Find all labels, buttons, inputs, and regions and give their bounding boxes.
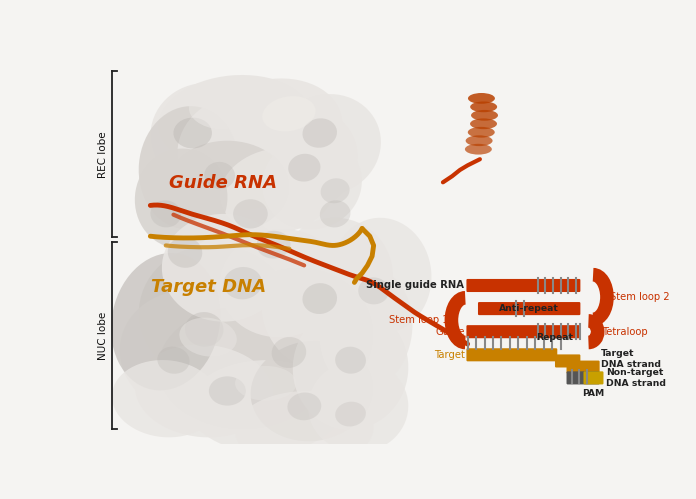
Ellipse shape <box>150 201 181 228</box>
Ellipse shape <box>358 277 389 304</box>
Text: Single guide RNA: Single guide RNA <box>367 280 464 290</box>
Ellipse shape <box>111 253 221 390</box>
Ellipse shape <box>308 360 409 453</box>
Ellipse shape <box>257 231 290 258</box>
Ellipse shape <box>233 199 268 229</box>
Ellipse shape <box>180 317 237 357</box>
Ellipse shape <box>158 75 312 168</box>
Ellipse shape <box>220 148 335 234</box>
Ellipse shape <box>271 337 306 368</box>
Ellipse shape <box>470 118 497 129</box>
Ellipse shape <box>303 283 337 314</box>
Ellipse shape <box>135 149 228 249</box>
Ellipse shape <box>157 347 189 374</box>
Text: Non-target
DNA strand: Non-target DNA strand <box>606 368 666 388</box>
Ellipse shape <box>319 268 413 391</box>
FancyBboxPatch shape <box>466 279 580 292</box>
Ellipse shape <box>468 127 495 138</box>
Ellipse shape <box>468 93 495 104</box>
Ellipse shape <box>189 90 251 129</box>
FancyBboxPatch shape <box>567 361 600 374</box>
Ellipse shape <box>262 96 316 131</box>
Text: Target DNA: Target DNA <box>150 278 266 296</box>
FancyBboxPatch shape <box>466 325 580 338</box>
Ellipse shape <box>331 218 432 333</box>
Ellipse shape <box>471 110 498 121</box>
Ellipse shape <box>274 94 381 195</box>
Ellipse shape <box>173 118 212 148</box>
Ellipse shape <box>204 162 235 189</box>
Ellipse shape <box>205 78 342 180</box>
Ellipse shape <box>235 366 296 401</box>
Ellipse shape <box>470 101 497 112</box>
Ellipse shape <box>185 312 223 347</box>
Ellipse shape <box>220 229 342 337</box>
Text: Guide: Guide <box>435 327 464 337</box>
Text: Guide RNA: Guide RNA <box>170 174 278 192</box>
Ellipse shape <box>235 391 374 468</box>
Text: Stem loop 2: Stem loop 2 <box>610 292 670 302</box>
Ellipse shape <box>177 94 308 210</box>
FancyBboxPatch shape <box>555 354 580 367</box>
Ellipse shape <box>209 376 246 406</box>
Ellipse shape <box>220 267 374 407</box>
Ellipse shape <box>162 214 285 322</box>
Ellipse shape <box>120 291 258 414</box>
Ellipse shape <box>139 106 239 229</box>
Ellipse shape <box>223 267 262 299</box>
Ellipse shape <box>235 105 358 215</box>
Ellipse shape <box>150 83 266 191</box>
Ellipse shape <box>139 245 293 383</box>
Ellipse shape <box>466 135 493 146</box>
Ellipse shape <box>168 237 203 268</box>
Ellipse shape <box>335 347 366 374</box>
Ellipse shape <box>278 218 393 333</box>
Text: NUC lobe: NUC lobe <box>97 311 108 360</box>
Text: Repeat: Repeat <box>536 333 573 342</box>
Ellipse shape <box>135 345 274 438</box>
Text: Target: Target <box>434 350 464 360</box>
Ellipse shape <box>320 200 351 228</box>
Ellipse shape <box>158 306 327 430</box>
Ellipse shape <box>288 154 320 182</box>
Ellipse shape <box>189 360 343 453</box>
Ellipse shape <box>112 360 219 437</box>
Text: Tetraloop: Tetraloop <box>602 327 648 337</box>
FancyBboxPatch shape <box>466 348 557 361</box>
Ellipse shape <box>166 141 289 233</box>
Ellipse shape <box>251 341 374 441</box>
Text: Stem loop 1: Stem loop 1 <box>388 315 448 325</box>
Text: REC lobe: REC lobe <box>97 131 108 178</box>
Text: Anti-repeat: Anti-repeat <box>499 304 559 313</box>
Ellipse shape <box>293 306 409 430</box>
Ellipse shape <box>303 118 337 148</box>
Ellipse shape <box>262 137 362 230</box>
Ellipse shape <box>335 402 366 427</box>
Ellipse shape <box>321 178 349 203</box>
FancyBboxPatch shape <box>583 371 603 384</box>
Ellipse shape <box>262 241 393 372</box>
Ellipse shape <box>287 393 322 420</box>
Text: PAM: PAM <box>583 389 605 398</box>
Text: Target
DNA strand: Target DNA strand <box>601 349 661 369</box>
Ellipse shape <box>465 144 492 155</box>
FancyBboxPatch shape <box>478 302 580 315</box>
FancyBboxPatch shape <box>567 371 600 384</box>
